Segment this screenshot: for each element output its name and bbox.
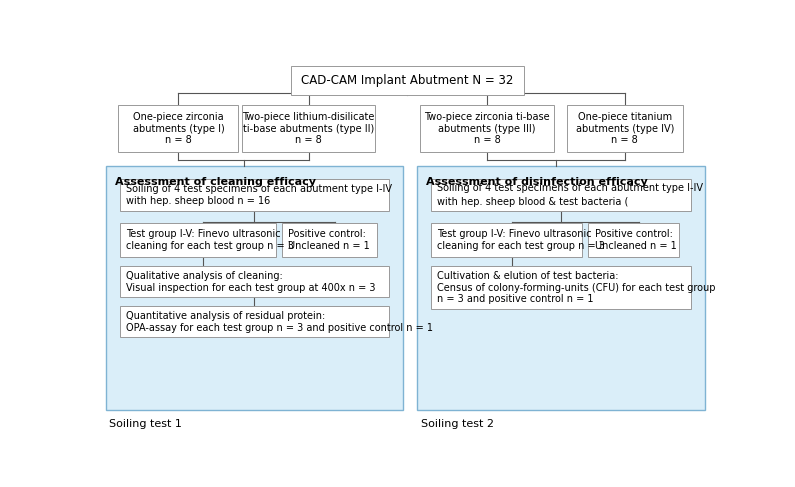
Bar bbox=[567, 105, 683, 152]
Text: Assessment of disinfection efficacy: Assessment of disinfection efficacy bbox=[426, 177, 648, 187]
Text: Soiling of 4 test specimens of each abutment type I-IV: Soiling of 4 test specimens of each abut… bbox=[437, 183, 704, 193]
Bar bbox=[119, 306, 390, 337]
Bar bbox=[282, 223, 377, 257]
Bar bbox=[119, 266, 390, 297]
Bar bbox=[417, 166, 705, 411]
Text: with hep. sheep blood & test bacteria (: with hep. sheep blood & test bacteria ( bbox=[437, 197, 629, 207]
Text: CAD-CAM Implant Abutment N = 32: CAD-CAM Implant Abutment N = 32 bbox=[301, 75, 514, 87]
Text: Positive control:
Uncleaned n = 1: Positive control: Uncleaned n = 1 bbox=[289, 229, 370, 251]
Text: Qualitative analysis of cleaning:
Visual inspection for each test group at 400x : Qualitative analysis of cleaning: Visual… bbox=[126, 271, 375, 293]
Text: Soiling of 4 test specimens of each abutment type I-IV
with hep. sheep blood n =: Soiling of 4 test specimens of each abut… bbox=[126, 184, 392, 206]
Text: Test group I-V: Finevo ultrasonic
cleaning for each test group n = 3: Test group I-V: Finevo ultrasonic cleani… bbox=[126, 229, 293, 251]
Text: One-piece titanium
abutments (type IV)
n = 8: One-piece titanium abutments (type IV) n… bbox=[576, 112, 674, 145]
Bar bbox=[118, 105, 238, 152]
Text: Two-piece zirconia ti-base
abutments (type III)
n = 8: Two-piece zirconia ti-base abutments (ty… bbox=[424, 112, 549, 145]
Bar bbox=[588, 223, 680, 257]
Bar bbox=[431, 223, 582, 257]
Text: One-piece zirconia
abutments (type I)
n = 8: One-piece zirconia abutments (type I) n … bbox=[133, 112, 224, 145]
Text: Soiling test 2: Soiling test 2 bbox=[421, 419, 494, 429]
Bar bbox=[431, 179, 692, 211]
Bar bbox=[431, 266, 692, 309]
Bar bbox=[119, 223, 276, 257]
Bar bbox=[242, 105, 375, 152]
Text: Positive control:
Uncleaned n = 1: Positive control: Uncleaned n = 1 bbox=[595, 229, 677, 251]
Bar bbox=[119, 179, 390, 211]
Text: Quantitative analysis of residual protein:
OPA-assay for each test group n = 3 a: Quantitative analysis of residual protei… bbox=[126, 311, 432, 333]
Text: Test group I-V: Finevo ultrasonic
cleaning for each test group n = 3: Test group I-V: Finevo ultrasonic cleani… bbox=[437, 229, 605, 251]
Text: Assessment of cleaning efficacy: Assessment of cleaning efficacy bbox=[114, 177, 316, 187]
Text: Two-piece lithium-disilicate
ti-base abutments (type II)
n = 8: Two-piece lithium-disilicate ti-base abu… bbox=[242, 112, 374, 145]
Bar bbox=[291, 66, 524, 95]
Text: Cultivation & elution of test bacteria:
Census of colony-forming-units (CFU) for: Cultivation & elution of test bacteria: … bbox=[437, 271, 716, 304]
Bar bbox=[421, 105, 553, 152]
Text: Soiling test 1: Soiling test 1 bbox=[110, 419, 182, 429]
Bar bbox=[106, 166, 403, 411]
